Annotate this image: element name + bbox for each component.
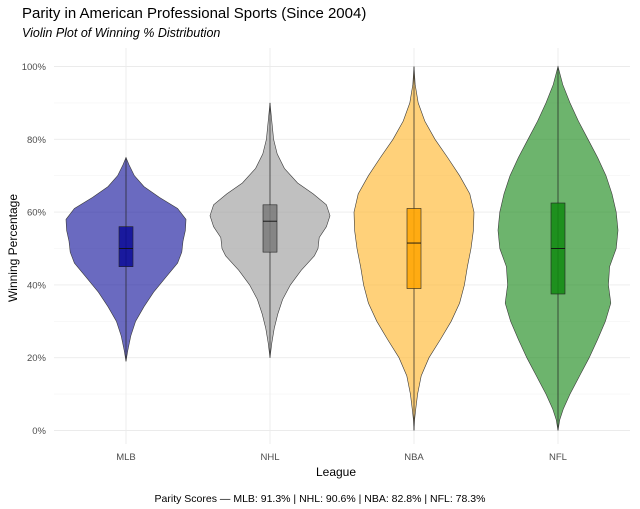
violins bbox=[65, 65, 619, 431]
y-tick-label: 100% bbox=[22, 62, 47, 73]
y-axis-ticks: 0% 20% 40% 60% 80% 100% bbox=[22, 62, 47, 437]
x-tick-label: NHL bbox=[260, 452, 279, 463]
y-tick-label: 20% bbox=[27, 353, 47, 364]
y-axis-title: Winning Percentage bbox=[6, 194, 20, 302]
x-tick-label: NFL bbox=[549, 452, 567, 463]
box-iqr bbox=[406, 208, 422, 289]
x-axis-ticks: MLB NHL NBA NFL bbox=[116, 452, 567, 463]
x-axis-title: League bbox=[316, 465, 356, 479]
box-iqr bbox=[262, 204, 278, 253]
violin-nhl bbox=[209, 102, 331, 358]
box-iqr bbox=[118, 226, 134, 268]
violin-nfl bbox=[497, 65, 619, 431]
chart-subtitle: Violin Plot of Winning % Distribution bbox=[22, 26, 220, 40]
x-tick-label: MLB bbox=[116, 452, 136, 463]
y-tick-label: 60% bbox=[27, 208, 47, 219]
violin-mlb bbox=[65, 156, 187, 362]
y-tick-label: 0% bbox=[32, 426, 46, 437]
chart-title: Parity in American Professional Sports (… bbox=[22, 5, 366, 22]
parity-caption: Parity Scores — MLB: 91.3% | NHL: 90.6% … bbox=[155, 493, 486, 505]
y-tick-label: 40% bbox=[27, 280, 47, 291]
y-tick-label: 80% bbox=[27, 135, 47, 146]
x-tick-label: NBA bbox=[404, 452, 424, 463]
violin-nba bbox=[353, 66, 475, 431]
